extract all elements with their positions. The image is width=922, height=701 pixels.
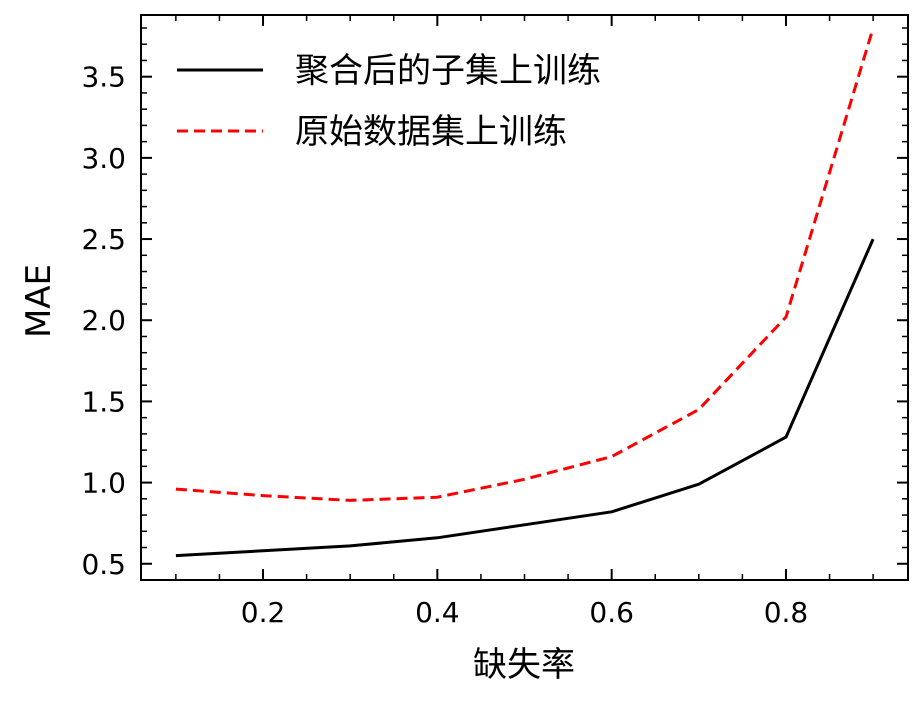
y-tick-label: 3.5 xyxy=(81,61,126,94)
x-axis-title: 缺失率 xyxy=(473,645,575,685)
x-tick-label: 0.6 xyxy=(589,596,634,629)
y-tick-label: 3.0 xyxy=(81,142,126,175)
lines-layer xyxy=(175,27,875,558)
x-tick-label: 0.2 xyxy=(241,596,286,629)
series-line-0 xyxy=(175,238,875,558)
legend-label-series-0: 聚合后的子集上训练 xyxy=(295,51,601,91)
x-tick-label: 0.4 xyxy=(415,596,460,629)
y-tick-label: 2.5 xyxy=(81,223,126,256)
plot-frame xyxy=(140,14,909,581)
legend: 聚合后的子集上训练 原始数据集上训练 xyxy=(177,51,601,152)
y-axis-title: MAE xyxy=(19,264,59,338)
legend-label-series-1: 原始数据集上训练 xyxy=(295,112,567,152)
series-line-1 xyxy=(175,27,875,502)
y-tick-label: 0.5 xyxy=(81,548,126,581)
y-tick-label: 1.0 xyxy=(81,467,126,500)
y-tick-label: 2.0 xyxy=(81,304,126,337)
x-tick-label: 0.8 xyxy=(764,596,809,629)
tick-labels-layer: 0.2 0.4 0.6 0.8 0.5 1.0 1.5 2.0 2.5 3.0 3.5 xyxy=(81,61,808,629)
y-tick-label: 1.5 xyxy=(81,385,126,418)
